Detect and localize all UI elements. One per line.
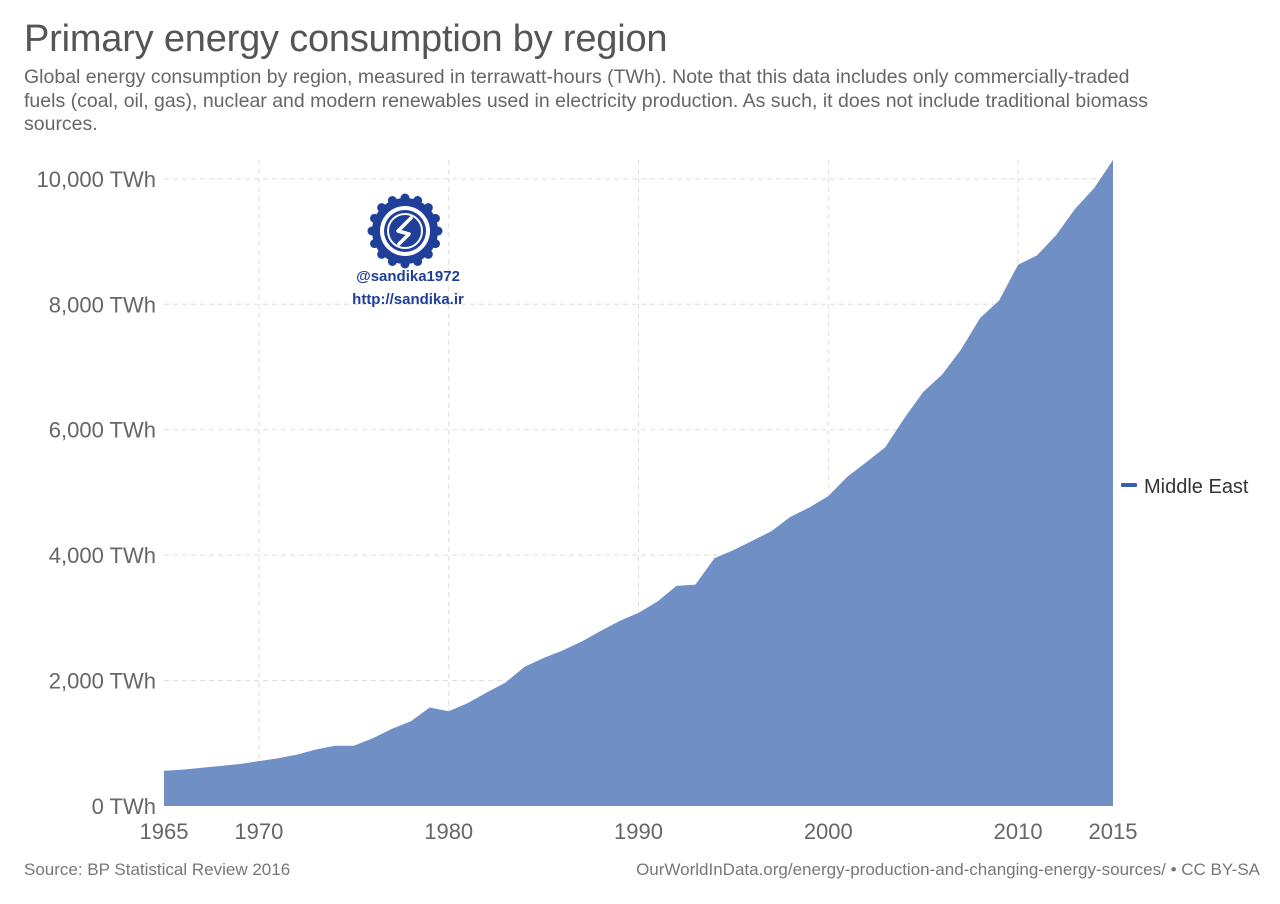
y-axis: 0 TWh 2,000 TWh 4,000 TWh 6,000 TWh 8,000 TW… (37, 167, 156, 819)
y-tick-label: 2,000 TWh (49, 669, 156, 694)
watermark: @sandika1972 http://sandika.ir (352, 193, 464, 308)
x-tick-label: 1990 (614, 819, 663, 844)
x-tick-label: 2000 (804, 819, 853, 844)
watermark-handle: @sandika1972 (356, 268, 460, 285)
y-tick-label: 6,000 TWh (49, 418, 156, 443)
chart-title: Primary energy consumption by region (24, 18, 668, 60)
x-tick-label: 1980 (424, 819, 473, 844)
legend-label-middle-east: Middle East (1144, 476, 1249, 498)
source-note: Source: BP Statistical Review 2016 (24, 860, 291, 879)
x-tick-label: 2010 (994, 819, 1043, 844)
y-tick-label: 4,000 TWh (49, 543, 156, 568)
y-tick-label: 10,000 TWh (37, 167, 156, 192)
x-tick-label: 2015 (1089, 819, 1138, 844)
y-tick-label: 0 TWh (92, 794, 156, 819)
x-tick-label: 1970 (234, 819, 283, 844)
x-tick-label: 1965 (140, 819, 189, 844)
area-series-middle-east (164, 160, 1113, 806)
x-axis: 1965 1970 1980 1990 2000 2010 2015 (140, 819, 1138, 844)
sandika-seal-logo-icon (367, 193, 443, 269)
y-tick-label: 8,000 TWh (49, 292, 156, 317)
legend-swatch-middle-east (1121, 483, 1137, 487)
chart-subtitle: Global energy consumption by region, mea… (24, 66, 1149, 135)
source-url-link[interactable]: OurWorldInData.org/energy-production-and… (636, 860, 1260, 879)
watermark-site: http://sandika.ir (352, 291, 464, 308)
legend[interactable]: Middle East (1121, 476, 1249, 498)
